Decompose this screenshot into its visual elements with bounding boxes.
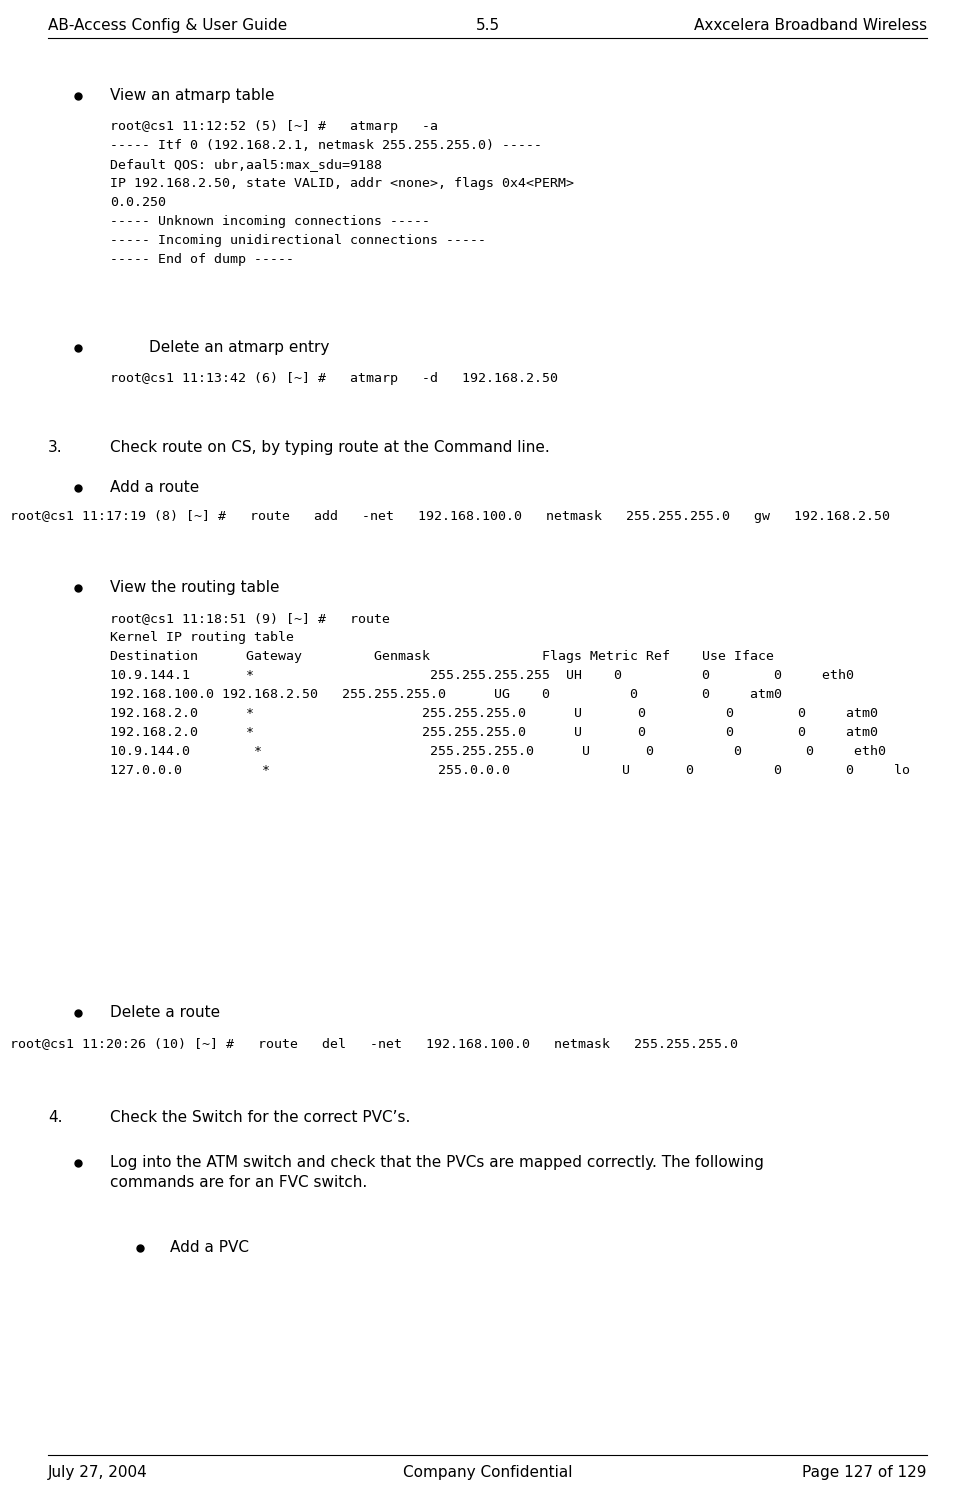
Text: ----- Itf 0 (192.168.2.1, netmask 255.255.255.0) -----: ----- Itf 0 (192.168.2.1, netmask 255.25… [110, 139, 542, 152]
Text: 10.9.144.0        *                     255.255.255.0      U       0          0 : 10.9.144.0 * 255.255.255.0 U 0 0 [110, 746, 886, 757]
Text: root@cs1 11:17:19 (8) [~] #   route   add   -net   192.168.100.0   netmask   255: root@cs1 11:17:19 (8) [~] # route add -n… [10, 509, 890, 523]
Text: 5.5: 5.5 [476, 18, 499, 33]
Text: IP 192.168.2.50, state VALID, addr <none>, flags 0x4<PERM>: IP 192.168.2.50, state VALID, addr <none… [110, 176, 574, 190]
Text: root@cs1 11:20:26 (10) [~] #   route   del   -net   192.168.100.0   netmask   25: root@cs1 11:20:26 (10) [~] # route del -… [10, 1037, 738, 1050]
Text: Check route on CS, by typing route at the Command line.: Check route on CS, by typing route at th… [110, 441, 550, 456]
Text: Log into the ATM switch and check that the PVCs are mapped correctly. The follow: Log into the ATM switch and check that t… [110, 1155, 763, 1189]
Text: July 27, 2004: July 27, 2004 [48, 1466, 148, 1481]
Text: View the routing table: View the routing table [110, 580, 280, 595]
Text: AB-Access Config & User Guide: AB-Access Config & User Guide [48, 18, 288, 33]
Text: root@cs1 11:13:42 (6) [~] #   atmarp   -d   192.168.2.50: root@cs1 11:13:42 (6) [~] # atmarp -d 19… [110, 372, 558, 385]
Text: Axxcelera Broadband Wireless: Axxcelera Broadband Wireless [694, 18, 927, 33]
Text: 192.168.100.0 192.168.2.50   255.255.255.0      UG    0          0        0     : 192.168.100.0 192.168.2.50 255.255.255.0… [110, 689, 782, 701]
Text: 192.168.2.0      *                     255.255.255.0      U       0          0  : 192.168.2.0 * 255.255.255.0 U 0 0 [110, 707, 878, 720]
Text: Delete a route: Delete a route [110, 1005, 220, 1020]
Text: 3.: 3. [48, 441, 62, 456]
Text: View an atmarp table: View an atmarp table [110, 88, 275, 103]
Text: 127.0.0.0          *                     255.0.0.0              U       0       : 127.0.0.0 * 255.0.0.0 U 0 [110, 763, 910, 777]
Text: ----- Incoming unidirectional connections -----: ----- Incoming unidirectional connection… [110, 235, 486, 247]
Text: root@cs1 11:12:52 (5) [~] #   atmarp   -a: root@cs1 11:12:52 (5) [~] # atmarp -a [110, 120, 438, 133]
Text: Add a route: Add a route [110, 480, 199, 495]
Text: 10.9.144.1       *                      255.255.255.255  UH    0          0     : 10.9.144.1 * 255.255.255.255 UH 0 0 [110, 669, 854, 681]
Text: Check the Switch for the correct PVC’s.: Check the Switch for the correct PVC’s. [110, 1110, 410, 1125]
Text: ----- Unknown incoming connections -----: ----- Unknown incoming connections ----- [110, 215, 430, 229]
Text: Default QOS: ubr,aal5:max_sdu=9188: Default QOS: ubr,aal5:max_sdu=9188 [110, 158, 382, 170]
Text: 192.168.2.0      *                     255.255.255.0      U       0          0  : 192.168.2.0 * 255.255.255.0 U 0 0 [110, 726, 878, 740]
Text: 4.: 4. [48, 1110, 62, 1125]
Text: Company Confidential: Company Confidential [403, 1466, 572, 1481]
Text: ----- End of dump -----: ----- End of dump ----- [110, 252, 294, 266]
Text: Destination      Gateway         Genmask              Flags Metric Ref    Use If: Destination Gateway Genmask Flags Metric… [110, 650, 774, 663]
Text: Delete an atmarp entry: Delete an atmarp entry [110, 341, 330, 356]
Text: Page 127 of 129: Page 127 of 129 [802, 1466, 927, 1481]
Text: 0.0.250: 0.0.250 [110, 196, 166, 209]
Text: Kernel IP routing table: Kernel IP routing table [110, 630, 294, 644]
Text: root@cs1 11:18:51 (9) [~] #   route: root@cs1 11:18:51 (9) [~] # route [110, 613, 390, 624]
Text: Add a PVC: Add a PVC [170, 1240, 249, 1255]
